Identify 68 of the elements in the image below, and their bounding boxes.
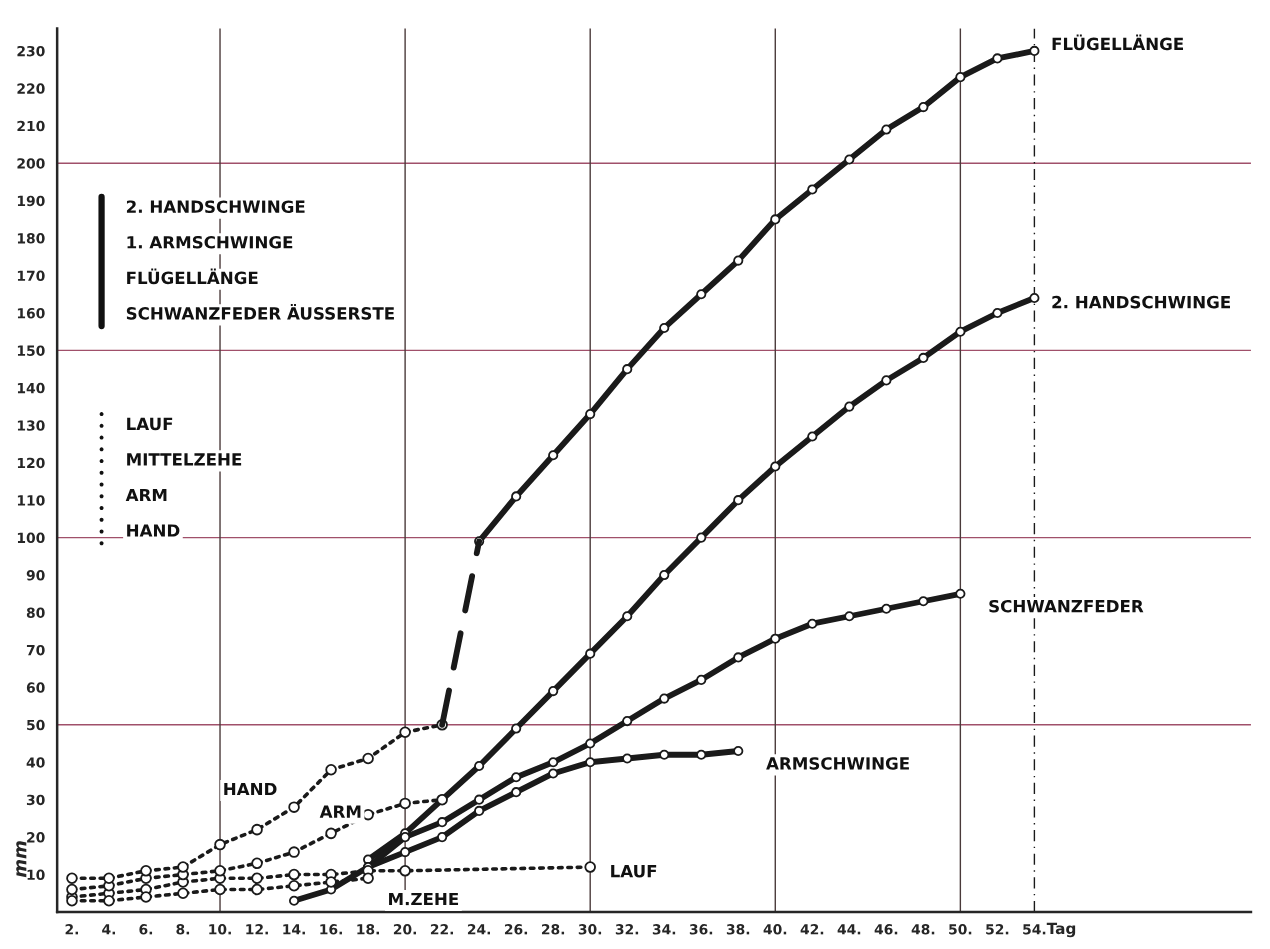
y-tick-label: 160 bbox=[17, 307, 45, 319]
series-label: HAND bbox=[224, 782, 277, 796]
y-tick-label: 100 bbox=[17, 532, 45, 544]
annotation: MITTELZEHE bbox=[127, 453, 242, 466]
annotation: SCHWANZFEDER ÄUSSERSTE bbox=[126, 304, 394, 320]
annotation: LAUF bbox=[127, 417, 173, 431]
x-tick-label: 22. bbox=[430, 924, 454, 935]
series-label: FLÜGELLÄNGE bbox=[1052, 34, 1183, 51]
annotation: 2. HANDSCHWINGE bbox=[126, 200, 305, 213]
y-tick-label: 130 bbox=[17, 420, 45, 431]
x-tick-label: 2. bbox=[65, 924, 79, 935]
x-tick-label: 6. bbox=[139, 924, 153, 935]
x-tick-label: 12. bbox=[246, 924, 268, 935]
annotation: ARM bbox=[125, 488, 167, 502]
x-tick-label: 48. bbox=[911, 924, 935, 935]
x-tick-label: 8. bbox=[176, 924, 190, 935]
y-tick-label: 30 bbox=[26, 794, 45, 806]
x-tick-label: 46. bbox=[874, 924, 898, 935]
y-tick-label: 150 bbox=[17, 345, 45, 356]
x-tick-label: 38. bbox=[726, 924, 750, 935]
y-axis-title: mm bbox=[16, 841, 27, 878]
y-tick-label: 190 bbox=[17, 195, 45, 207]
series-label: 2. HANDSCHWINGE bbox=[1052, 295, 1230, 309]
y-tick-label: 80 bbox=[26, 607, 45, 618]
series-label: LAUF bbox=[611, 865, 657, 878]
series-label: ARM bbox=[319, 805, 361, 818]
y-tick-label: 10 bbox=[27, 869, 45, 881]
y-tick-label: 20 bbox=[27, 832, 45, 843]
x-tick-label: 24. bbox=[467, 924, 491, 935]
x-tick-label: 42. bbox=[800, 924, 824, 935]
x-tick-label: 32. bbox=[615, 924, 639, 935]
x-tick-label: 14. bbox=[283, 924, 305, 935]
x-axis-title: Tag bbox=[1046, 922, 1076, 938]
x-tick-label: 52. bbox=[986, 924, 1009, 935]
annotation: 1. ARMSCHWINGE bbox=[127, 235, 293, 249]
y-tick-label: 220 bbox=[17, 83, 45, 94]
y-tick-label: 120 bbox=[17, 457, 45, 469]
y-tick-label: 50 bbox=[27, 719, 45, 731]
x-tick-label: 44. bbox=[837, 924, 861, 935]
series-label: SCHWANZFEDER bbox=[989, 599, 1144, 613]
y-tick-label: 200 bbox=[17, 158, 45, 169]
x-tick-label: 20. bbox=[393, 924, 416, 935]
y-tick-label: 230 bbox=[17, 45, 45, 57]
x-tick-label: 28. bbox=[541, 924, 565, 935]
x-tick-label: 10. bbox=[209, 924, 231, 935]
x-tick-label: 16. bbox=[320, 924, 342, 935]
series-label: M.ZEHE bbox=[389, 892, 459, 906]
x-tick-label: 30. bbox=[578, 924, 602, 935]
series-label: ARMSCHWINGE bbox=[766, 757, 909, 770]
x-tick-label: 54. bbox=[1023, 924, 1046, 935]
x-tick-label: 50. bbox=[949, 924, 972, 935]
y-tick-label: 60 bbox=[26, 682, 45, 693]
y-tick-label: 140 bbox=[17, 382, 45, 394]
y-tick-label: 110 bbox=[17, 495, 45, 506]
annotation: FLÜGELLÄNGE bbox=[127, 268, 258, 285]
x-tick-label: 36. bbox=[689, 924, 713, 935]
annotation: HAND bbox=[127, 524, 180, 537]
y-tick-label: 170 bbox=[17, 270, 45, 282]
y-tick-label: 70 bbox=[26, 644, 45, 656]
x-tick-label: 4. bbox=[102, 924, 116, 935]
y-tick-label: 40 bbox=[26, 757, 45, 768]
y-tick-label: 210 bbox=[17, 120, 45, 132]
x-tick-label: 18. bbox=[357, 924, 379, 935]
y-tick-label: 180 bbox=[17, 233, 45, 244]
x-tick-label: 34. bbox=[652, 924, 676, 935]
y-tick-label: 90 bbox=[26, 570, 45, 581]
x-tick-label: 26. bbox=[504, 924, 528, 935]
x-tick-label: 40. bbox=[763, 924, 787, 935]
